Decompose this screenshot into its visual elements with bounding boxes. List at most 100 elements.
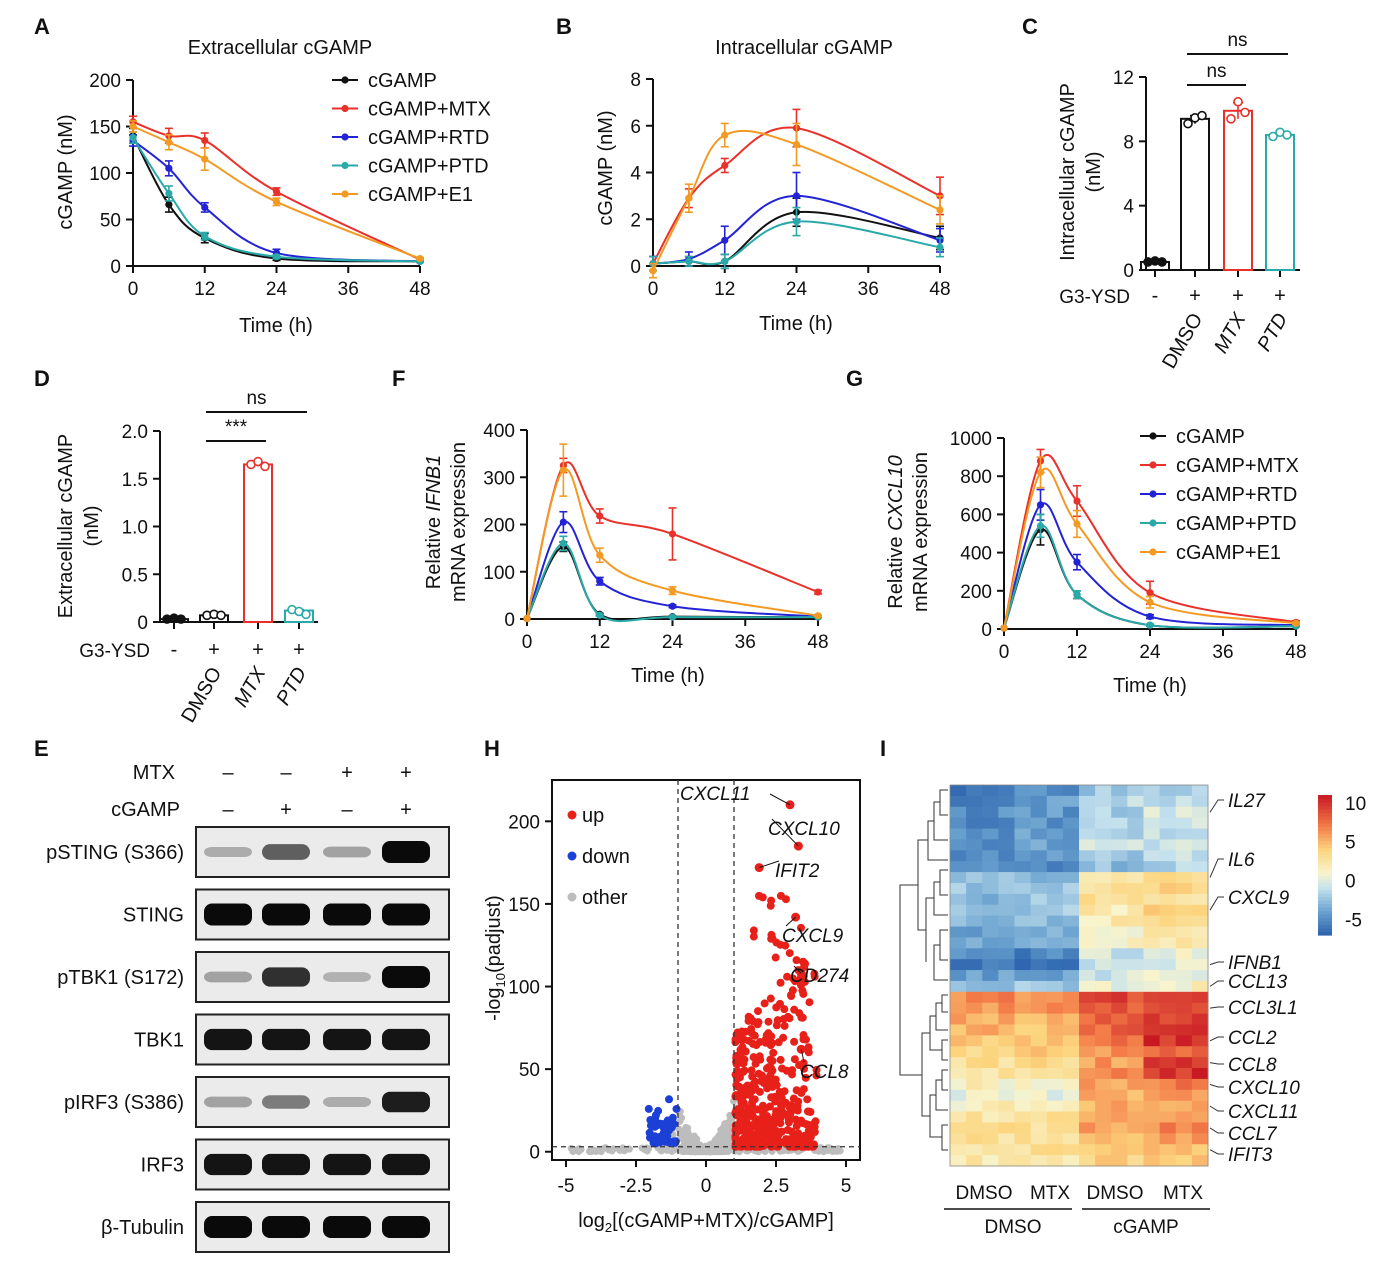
heatmap-cell	[1127, 991, 1144, 1004]
column-label: MTX	[1163, 1183, 1203, 1204]
heatmap-cell	[1095, 1057, 1112, 1069]
point-other	[724, 1128, 732, 1136]
heatmap-cell	[1175, 937, 1193, 949]
heatmap-cell	[966, 828, 983, 840]
point-up	[794, 1097, 803, 1106]
point-up	[757, 1077, 766, 1086]
x-tick-label: 48	[807, 632, 828, 653]
heatmap-cell	[998, 1133, 1015, 1145]
colorbar-segment	[1318, 795, 1332, 800]
heatmap-cell	[1079, 1111, 1096, 1123]
heatmap-cell	[1175, 1013, 1193, 1025]
heatmap-cell	[1111, 959, 1128, 971]
heatmap-cell	[1143, 1144, 1161, 1156]
heatmap-cell	[950, 1100, 967, 1113]
heatmap-cell	[982, 850, 999, 862]
x-tick-label: 0	[648, 279, 659, 300]
heatmap-cell	[1030, 839, 1048, 851]
heatmap-cell	[1079, 904, 1096, 917]
colorbar-segment	[1318, 886, 1332, 891]
replicate-point	[216, 610, 226, 621]
heatmap-cell	[998, 828, 1015, 840]
point-up	[788, 1066, 797, 1075]
heatmap-cell	[1175, 850, 1193, 862]
heatmap-cell	[950, 904, 967, 917]
heatmap-cell	[1111, 1089, 1128, 1102]
y-axis-label: cGAMP (nM)	[55, 114, 77, 229]
heatmap-cell	[1014, 937, 1032, 949]
heatmap-cell	[1014, 839, 1032, 851]
heatmap-cell	[1159, 1111, 1177, 1123]
heatmap-cell	[1159, 959, 1177, 971]
heatmap-cell	[1079, 1068, 1096, 1080]
heatmap-cell	[1095, 970, 1112, 982]
y-label-gene: IFNB1	[423, 455, 445, 512]
point-up	[768, 1056, 777, 1065]
blot-band	[382, 1216, 430, 1238]
heatmap-cell	[1191, 1144, 1209, 1156]
blot-band	[323, 846, 371, 858]
dendrogram-branch	[933, 881, 948, 916]
heatmap-cell	[1127, 817, 1144, 830]
heatmap-cell	[1111, 1057, 1128, 1069]
blot-band	[382, 903, 430, 926]
category-label: MTX	[1210, 309, 1250, 357]
point-up	[753, 1128, 762, 1137]
point-up	[810, 972, 819, 981]
heatmap-cell	[1111, 1155, 1128, 1167]
blot-band	[204, 1216, 252, 1238]
heatmap-cell	[1030, 1122, 1048, 1134]
point-up	[760, 999, 769, 1008]
heatmap-cell	[1111, 1035, 1128, 1047]
data-point	[201, 232, 209, 240]
heatmap-cell	[998, 1057, 1015, 1069]
y-tick-label: 6	[630, 117, 641, 138]
heatmap-cell	[998, 785, 1015, 797]
blot-band	[204, 1153, 252, 1176]
heatmap-cell	[966, 861, 983, 873]
group-label: DMSO	[985, 1217, 1042, 1238]
dendrogram-branch	[941, 1124, 948, 1151]
heatmap-cell	[950, 926, 967, 938]
legend-label: down	[582, 846, 630, 868]
heatmap-cell	[966, 991, 983, 1004]
point-up	[808, 1125, 817, 1134]
y-tick-label: 200	[960, 582, 992, 603]
heatmap-cell	[982, 1002, 999, 1015]
heatmap-cell	[982, 1100, 999, 1113]
heatmap-cell	[1175, 1100, 1193, 1113]
heatmap-cell	[1143, 795, 1161, 808]
point-down	[665, 1138, 674, 1147]
y-label-body: (padjust)	[483, 895, 505, 973]
x-tick-label: 24	[786, 279, 808, 300]
heatmap-cell	[998, 1100, 1015, 1113]
heatmap-cell	[1014, 1078, 1032, 1091]
row-label-leader	[1209, 858, 1224, 878]
x-tick-label: -2.5	[620, 1176, 653, 1197]
plot-area: 00.51.01.52.0- +DMSO+MTX+PTD***ns	[122, 388, 318, 726]
panel-letter-F: F	[392, 366, 405, 391]
heatmap-cell	[998, 839, 1015, 851]
heatmap-cell	[950, 872, 967, 884]
point-up	[767, 1032, 776, 1041]
heatmap-cell	[1046, 861, 1064, 873]
heatmap-cell	[1046, 806, 1064, 819]
heatmap-cell	[1143, 948, 1161, 960]
g3ysd-row-label: G3-YSD	[79, 641, 150, 662]
heatmap-cell	[1079, 817, 1096, 830]
point-up	[756, 1139, 765, 1148]
colorbar-segment	[1318, 805, 1332, 810]
heatmap-cell	[1079, 991, 1096, 1004]
heatmap-cell	[1030, 1111, 1048, 1123]
point-up	[780, 1021, 789, 1030]
heatmap-cell	[1062, 806, 1080, 819]
y-tick-label: 400	[960, 544, 992, 565]
heatmap-cell	[1079, 1078, 1096, 1091]
heatmap-cell	[1030, 1144, 1048, 1156]
legend: cGAMP cGAMP+MTX cGAMP+RTD cGAMP+PTD cGAMP+E1	[1140, 426, 1299, 564]
mtx-sign: +	[400, 762, 412, 784]
y-tick-label: 200	[483, 516, 515, 537]
point-up	[749, 926, 758, 935]
dendrogram-branch	[925, 897, 934, 962]
blot-band	[323, 903, 371, 926]
